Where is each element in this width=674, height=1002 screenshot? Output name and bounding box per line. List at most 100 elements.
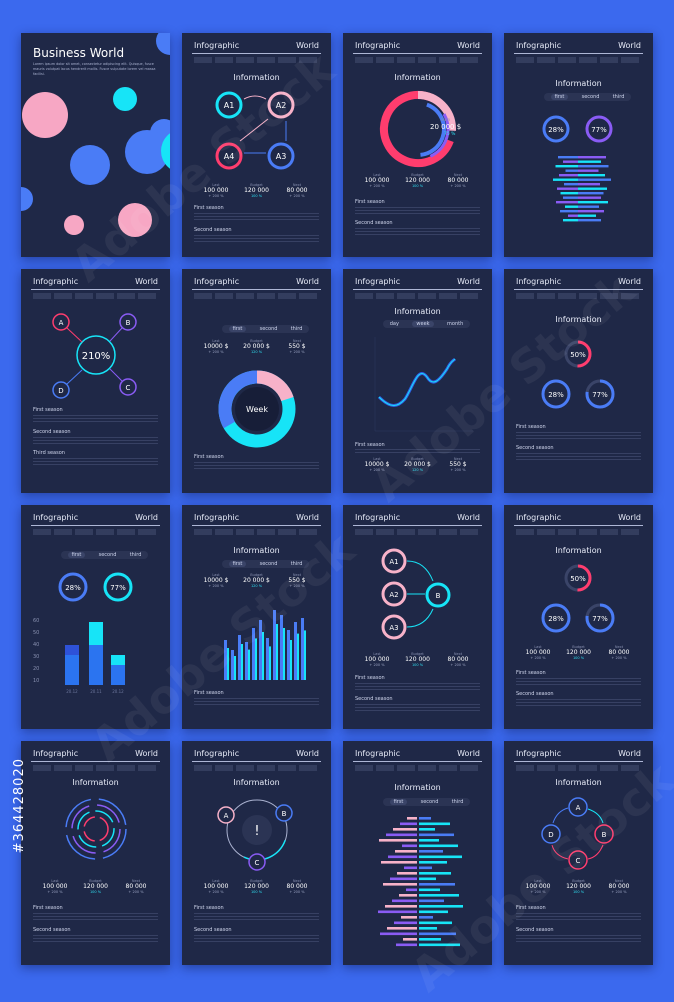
bar: [578, 196, 601, 199]
tab-third[interactable]: third: [129, 552, 142, 558]
bar: [241, 644, 243, 680]
card-sum-donut: Infographic World Information Sum 20 000 …: [343, 33, 492, 257]
card-title: Information: [233, 546, 280, 555]
bar: [234, 656, 236, 680]
card-header: Infographic World: [514, 513, 643, 526]
card-header: Infographic World: [192, 41, 321, 54]
bar: [564, 183, 578, 186]
tab-third[interactable]: third: [451, 799, 464, 805]
bar: [301, 618, 304, 680]
bar: [578, 165, 609, 168]
tab-second[interactable]: second: [420, 799, 439, 805]
bar: [565, 205, 578, 208]
bar: [563, 196, 578, 199]
bar: [419, 921, 452, 925]
week-donut: Week: [218, 370, 296, 448]
bar: [419, 899, 444, 903]
tab-second[interactable]: second: [259, 326, 278, 332]
bar: [559, 174, 578, 177]
tab-third[interactable]: third: [290, 561, 303, 567]
bar: [304, 630, 306, 680]
card-header: Infographic World: [31, 277, 160, 290]
cover-text: Lorem ipsum dolor sit amet, consectetur …: [33, 62, 156, 76]
tab-first[interactable]: first: [550, 94, 569, 100]
tab-first[interactable]: first: [228, 561, 247, 567]
bar: [385, 905, 417, 908]
bar: [578, 192, 604, 195]
bar: [419, 943, 460, 947]
stats-row: Last 10000 $ + 200 % Budget 20 000 $120 % N…: [364, 457, 467, 472]
bar: [406, 888, 417, 892]
cover-card: Business World Lorem ipsum dolor sit ame…: [21, 33, 170, 257]
bar: [419, 861, 447, 864]
tab-bar[interactable]: first second third: [222, 560, 309, 568]
svg-text:A2: A2: [389, 591, 398, 599]
bar: [390, 877, 417, 881]
tab-third[interactable]: third: [612, 94, 625, 100]
bar: [419, 866, 432, 870]
y-tick: 50: [33, 630, 39, 636]
svg-text:77%: 77%: [592, 615, 608, 623]
tab-month[interactable]: month: [447, 321, 464, 327]
bar: [419, 872, 451, 875]
tab-second[interactable]: second: [98, 552, 117, 558]
bar: [419, 883, 455, 886]
third-season: Third season: [33, 450, 65, 456]
bar: [419, 927, 437, 930]
tab-bar[interactable]: day week month: [383, 320, 470, 328]
tab-week[interactable]: week: [412, 321, 434, 327]
card-header: Infographic World: [192, 513, 321, 526]
tab-second[interactable]: second: [259, 561, 278, 567]
sum-label: Sum: [441, 117, 450, 122]
tab-first[interactable]: first: [389, 799, 408, 805]
card-gauges-bars: Infographic World Information first secon…: [504, 33, 653, 257]
bar: [558, 156, 578, 159]
first-season: First season: [194, 454, 224, 460]
bar: [381, 861, 417, 864]
tab-bar[interactable]: first second third: [222, 325, 309, 333]
bar: [578, 219, 601, 222]
tab-bar[interactable]: first second third: [61, 551, 148, 559]
tab-bar[interactable]: first second third: [383, 798, 470, 806]
bar: [396, 943, 417, 947]
tab-day[interactable]: day: [389, 321, 399, 327]
bar: [419, 828, 435, 831]
bar: [280, 615, 283, 680]
svg-text:B: B: [436, 592, 441, 600]
bar: [231, 650, 234, 680]
card-abcd-210: Infographic World 210% A B C D First seas…: [21, 269, 170, 493]
bar: [565, 169, 578, 172]
bar: [419, 938, 441, 941]
column-chart: [224, 610, 306, 680]
card-title: Information: [555, 79, 602, 88]
bar: [419, 855, 462, 859]
bar: [395, 850, 417, 853]
svg-text:B: B: [602, 831, 607, 839]
bar: [578, 174, 605, 177]
svg-text:77%: 77%: [110, 584, 126, 592]
card-three-gauges-stats: Infographic World Information 50% 28% 77%…: [504, 505, 653, 729]
card-circular-arrows: Infographic World Information Last 100 000…: [21, 741, 170, 965]
tab-first[interactable]: first: [228, 326, 247, 332]
bar: [252, 628, 255, 680]
bar: [557, 187, 578, 190]
first-season: First season: [516, 424, 546, 430]
card-mirrored-bars: Infographic World Information first secon…: [343, 741, 492, 965]
first-season: First season: [355, 199, 385, 205]
bar: [578, 214, 596, 217]
tab-second[interactable]: second: [581, 94, 600, 100]
second-season: Second season: [516, 445, 554, 451]
tab-third[interactable]: third: [290, 326, 303, 332]
tab-bar[interactable]: first second third: [544, 93, 631, 101]
second-season: Second season: [194, 227, 232, 233]
bar: [294, 622, 297, 680]
tab-first[interactable]: first: [67, 552, 86, 558]
svg-text:28%: 28%: [548, 391, 564, 399]
second-season: Second season: [516, 927, 554, 933]
bar: [255, 638, 257, 680]
bar: [392, 899, 417, 903]
svg-text:28%: 28%: [548, 126, 564, 134]
svg-text:50%: 50%: [570, 575, 586, 583]
bar: [397, 872, 417, 875]
bar: [563, 219, 578, 222]
